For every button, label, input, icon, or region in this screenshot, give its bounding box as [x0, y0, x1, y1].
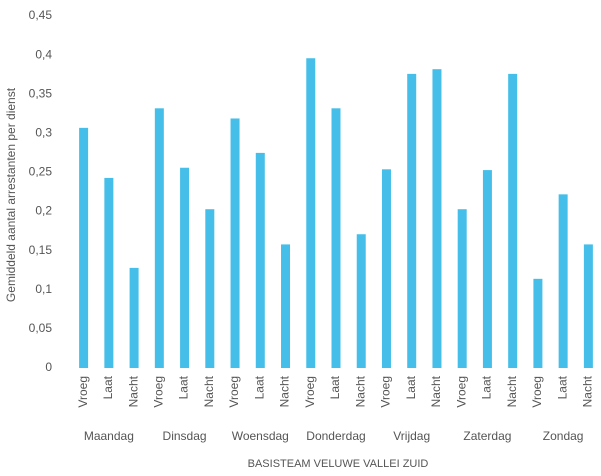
group-label: Donderdag — [306, 429, 365, 443]
y-tick-label: 0,1 — [35, 282, 52, 296]
bar — [583, 244, 593, 368]
group-label: Dinsdag — [163, 429, 207, 443]
bar — [356, 234, 366, 368]
x-tick-label: Nacht — [202, 375, 216, 407]
bar — [533, 278, 543, 368]
bar — [558, 194, 568, 368]
bar — [381, 169, 391, 368]
bar — [104, 177, 114, 368]
y-tick-label: 0,25 — [29, 165, 53, 179]
x-tick-label: Vroeg — [303, 376, 317, 408]
bar — [457, 209, 467, 368]
bar — [129, 267, 139, 368]
y-tick-label: 0,15 — [29, 243, 53, 257]
bar — [306, 58, 316, 369]
x-tick-label: Vroeg — [227, 376, 241, 408]
group-label: Zondag — [543, 429, 584, 443]
x-tick-label: Nacht — [353, 375, 367, 407]
group-label: Vrijdag — [393, 429, 430, 443]
x-tick-label: Vroeg — [379, 376, 393, 408]
bar — [482, 170, 492, 368]
x-tick-label: Laat — [177, 375, 191, 399]
x-tick-label: Laat — [555, 375, 569, 399]
x-tick-label: Nacht — [126, 375, 140, 407]
bar — [154, 108, 164, 369]
y-tick-label: 0 — [45, 360, 52, 374]
x-tick-label: Laat — [480, 375, 494, 399]
y-tick-label: 0,05 — [29, 321, 53, 335]
bar — [180, 167, 190, 368]
bar — [205, 209, 215, 368]
group-label: Zaterdag — [463, 429, 511, 443]
bar — [508, 73, 518, 368]
group-label: Woensdag — [232, 429, 289, 443]
bar — [79, 127, 89, 368]
bar — [281, 244, 291, 368]
x-tick-label: Laat — [101, 375, 115, 399]
x-tick-label: Vroeg — [152, 376, 166, 408]
y-tick-label: 0,4 — [35, 47, 52, 61]
y-tick-label: 0,35 — [29, 86, 53, 100]
x-tick-label: Nacht — [429, 375, 443, 407]
x-tick-label: Vroeg — [530, 376, 544, 408]
bar — [432, 69, 442, 369]
x-tick-label: Nacht — [581, 375, 595, 407]
x-tick-label: Vroeg — [454, 376, 468, 408]
y-tick-label: 0,3 — [35, 126, 52, 140]
x-tick-label: Vroeg — [76, 376, 90, 408]
group-label: Maandag — [84, 429, 134, 443]
y-axis-title: Gemiddeld aantal arrestanten per dienst — [4, 87, 18, 302]
x-tick-label: Laat — [252, 375, 266, 399]
x-tick-label: Nacht — [278, 375, 292, 407]
bar — [331, 108, 341, 369]
bar — [407, 73, 417, 368]
bar — [255, 152, 265, 368]
x-tick-label: Laat — [328, 375, 342, 399]
bar — [230, 118, 240, 369]
x-tick-label: Laat — [404, 375, 418, 399]
y-tick-label: 0,45 — [29, 8, 53, 22]
x-axis-title: BASISTEAM VELUWE VALLEI ZUID — [248, 458, 429, 470]
x-tick-label: Nacht — [505, 375, 519, 407]
y-tick-label: 0,2 — [35, 204, 52, 218]
